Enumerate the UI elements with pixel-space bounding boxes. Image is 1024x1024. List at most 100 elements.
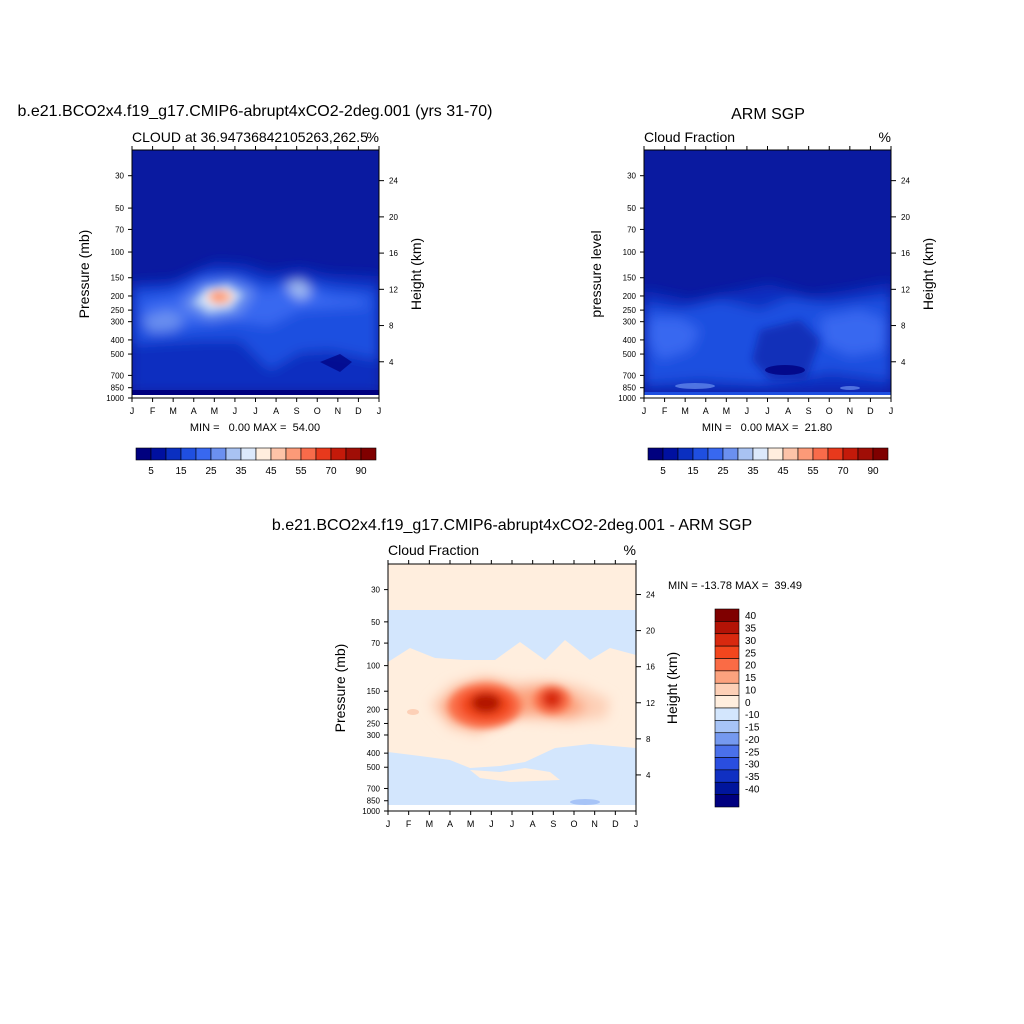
panel3-xtick-label: D bbox=[612, 819, 619, 829]
panel1-ytick-label: 30 bbox=[115, 172, 124, 181]
panel1-ytick-right-label: 8 bbox=[389, 322, 394, 331]
panel3-ytick-label: 100 bbox=[367, 662, 381, 671]
panel3-colorbar-swatch bbox=[714, 781, 740, 795]
panel2-xtick-label: J bbox=[765, 406, 770, 416]
panel1-colorbar-label: 25 bbox=[205, 466, 217, 477]
panel2-ylabel: pressure level bbox=[588, 230, 604, 317]
panel2-ytick-right-label: 4 bbox=[901, 358, 906, 367]
panel1-colorbar-swatch bbox=[315, 447, 332, 461]
panel3-title: b.e21.BCO2x4.f19_g17.CMIP6-abrupt4xCO2-2… bbox=[272, 517, 752, 534]
panel2-ylabel-right: Height (km) bbox=[920, 238, 936, 310]
panel2-xtick-label: M bbox=[723, 406, 731, 416]
panel3-ylabel-right: Height (km) bbox=[664, 652, 680, 724]
panel2-colorbar-swatch bbox=[857, 447, 874, 461]
panel3-colorbar-swatch bbox=[714, 757, 740, 771]
panel1-ytick-right-label: 4 bbox=[389, 358, 394, 367]
panel2-ytick-label: 70 bbox=[627, 225, 636, 234]
panel2-ytick-right-label: 20 bbox=[901, 213, 910, 222]
panel3-colorbar-label: 30 bbox=[745, 636, 757, 647]
panel2-ytick-right-label: 8 bbox=[901, 322, 906, 331]
panel2-ytick-label: 700 bbox=[623, 371, 637, 380]
panel3-colorbar-label: -25 bbox=[745, 747, 760, 758]
panel3-ytick-label: 70 bbox=[371, 639, 380, 648]
panel1-xtick-label: A bbox=[273, 406, 279, 416]
panel3-xtick-label: M bbox=[467, 819, 475, 829]
panel3-colorbar-swatch bbox=[714, 732, 740, 746]
panel3-ytick-label: 150 bbox=[367, 687, 381, 696]
panel2-ytick-label: 200 bbox=[623, 292, 637, 301]
panel3-left-label: Cloud Fraction bbox=[388, 542, 479, 558]
panel1-ytick-right-label: 12 bbox=[389, 285, 398, 294]
panel3-colorbar-label: 15 bbox=[745, 673, 757, 684]
panel2-colorbar-label: 45 bbox=[777, 466, 789, 477]
panel1-ytick-right-label: 16 bbox=[389, 249, 398, 258]
panel2-xtick-label: F bbox=[662, 406, 668, 416]
panel1-ytick-label: 1000 bbox=[106, 394, 124, 403]
panel3-ytick-label: 200 bbox=[367, 705, 381, 714]
panel1-ytick-label: 700 bbox=[111, 371, 125, 380]
panel2-xtick-label: J bbox=[745, 406, 750, 416]
panel3-colorbar-label: 25 bbox=[745, 648, 757, 659]
panel2-colorbar-swatch bbox=[797, 447, 814, 461]
panel3-colorbar-swatch bbox=[714, 658, 740, 672]
panel2-colorbar-swatch bbox=[677, 447, 694, 461]
panel2-xtick-label: M bbox=[681, 406, 689, 416]
panel1-colorbar-label: 90 bbox=[355, 466, 367, 477]
panel2-ytick-label: 30 bbox=[627, 172, 636, 181]
panel1-ytick-label: 50 bbox=[115, 204, 124, 213]
panel1-right-label: % bbox=[367, 129, 379, 145]
panel3-colorbar-swatch bbox=[714, 670, 740, 684]
panel3-ylabel: Pressure (mb) bbox=[332, 644, 348, 733]
panel1-colorbar-swatch bbox=[285, 447, 302, 461]
panel2-colorbar-label: 25 bbox=[717, 466, 729, 477]
panel3-colorbar-label: 10 bbox=[745, 685, 757, 696]
panel3-colorbar-swatch bbox=[714, 720, 740, 734]
panel2-right-label: % bbox=[879, 129, 891, 145]
panel2-colorbar-swatch bbox=[827, 447, 844, 461]
panel1-left-label: CLOUD at 36.94736842105263,262.5 bbox=[132, 129, 368, 145]
panel3-colorbar-swatch bbox=[714, 682, 740, 696]
panel3-xtick-label: N bbox=[591, 819, 598, 829]
panel1-colorbar-label: 5 bbox=[148, 466, 154, 477]
panel2-colorbar-label: 15 bbox=[687, 466, 699, 477]
panel2-colorbar-label: 5 bbox=[660, 466, 666, 477]
panel3-colorbar-swatch bbox=[714, 794, 740, 808]
panel2-left-label: Cloud Fraction bbox=[644, 129, 735, 145]
panel3-xtick-label: J bbox=[386, 819, 391, 829]
panel2-summary: MIN = 0.00 MAX = 21.80 bbox=[702, 422, 832, 434]
panel1-colorbar-label: 45 bbox=[265, 466, 277, 477]
panel1-ytick-label: 300 bbox=[111, 318, 125, 327]
panel-observation: ARM SGP Cloud Fraction % J F M A M J J A S O N D J 30… bbox=[588, 106, 936, 477]
panel1-xtick-label: O bbox=[314, 406, 321, 416]
panel3-colorbar-swatch bbox=[714, 608, 740, 622]
panel1-ytick-label: 400 bbox=[111, 336, 125, 345]
panel3-colorbar-swatch bbox=[714, 744, 740, 758]
panel3-xtick-label: J bbox=[489, 819, 494, 829]
panel1-colorbar-label: 70 bbox=[325, 466, 337, 477]
panel3-xtick-label: J bbox=[510, 819, 515, 829]
panel2-xtick-label: A bbox=[703, 406, 709, 416]
panel1-colorbar-swatch bbox=[255, 447, 272, 461]
panel2-ytick-label: 500 bbox=[623, 350, 637, 359]
panel3-xtick-label: F bbox=[406, 819, 412, 829]
panel1-colorbar-swatch bbox=[180, 447, 197, 461]
panel2-colorbar-swatch bbox=[812, 447, 829, 461]
panel3-colorbar-label: 40 bbox=[745, 611, 757, 622]
panel1-xtick-label: J bbox=[377, 406, 382, 416]
panel3-colorbar-label: -10 bbox=[745, 710, 760, 721]
panel2-colorbar-label: 55 bbox=[807, 466, 819, 477]
panel3-colorbar-swatch bbox=[714, 695, 740, 709]
panel2-colorbar-swatch bbox=[872, 447, 889, 461]
panel2-xtick-label: N bbox=[847, 406, 854, 416]
panel3-colorbar-label: -35 bbox=[745, 772, 760, 783]
panel3-xtick-label: A bbox=[530, 819, 536, 829]
panel2-ytick-right-label: 24 bbox=[901, 177, 910, 186]
panel2-xtick-label: A bbox=[785, 406, 791, 416]
panel2-xtick-label: D bbox=[867, 406, 874, 416]
panel3-colorbar-label: -20 bbox=[745, 735, 760, 746]
panel3-ytick-right-label: 16 bbox=[646, 663, 655, 672]
panel2-xtick-label: J bbox=[642, 406, 647, 416]
panel1-colorbar-swatch bbox=[195, 447, 212, 461]
panel3-xtick-label: S bbox=[550, 819, 556, 829]
